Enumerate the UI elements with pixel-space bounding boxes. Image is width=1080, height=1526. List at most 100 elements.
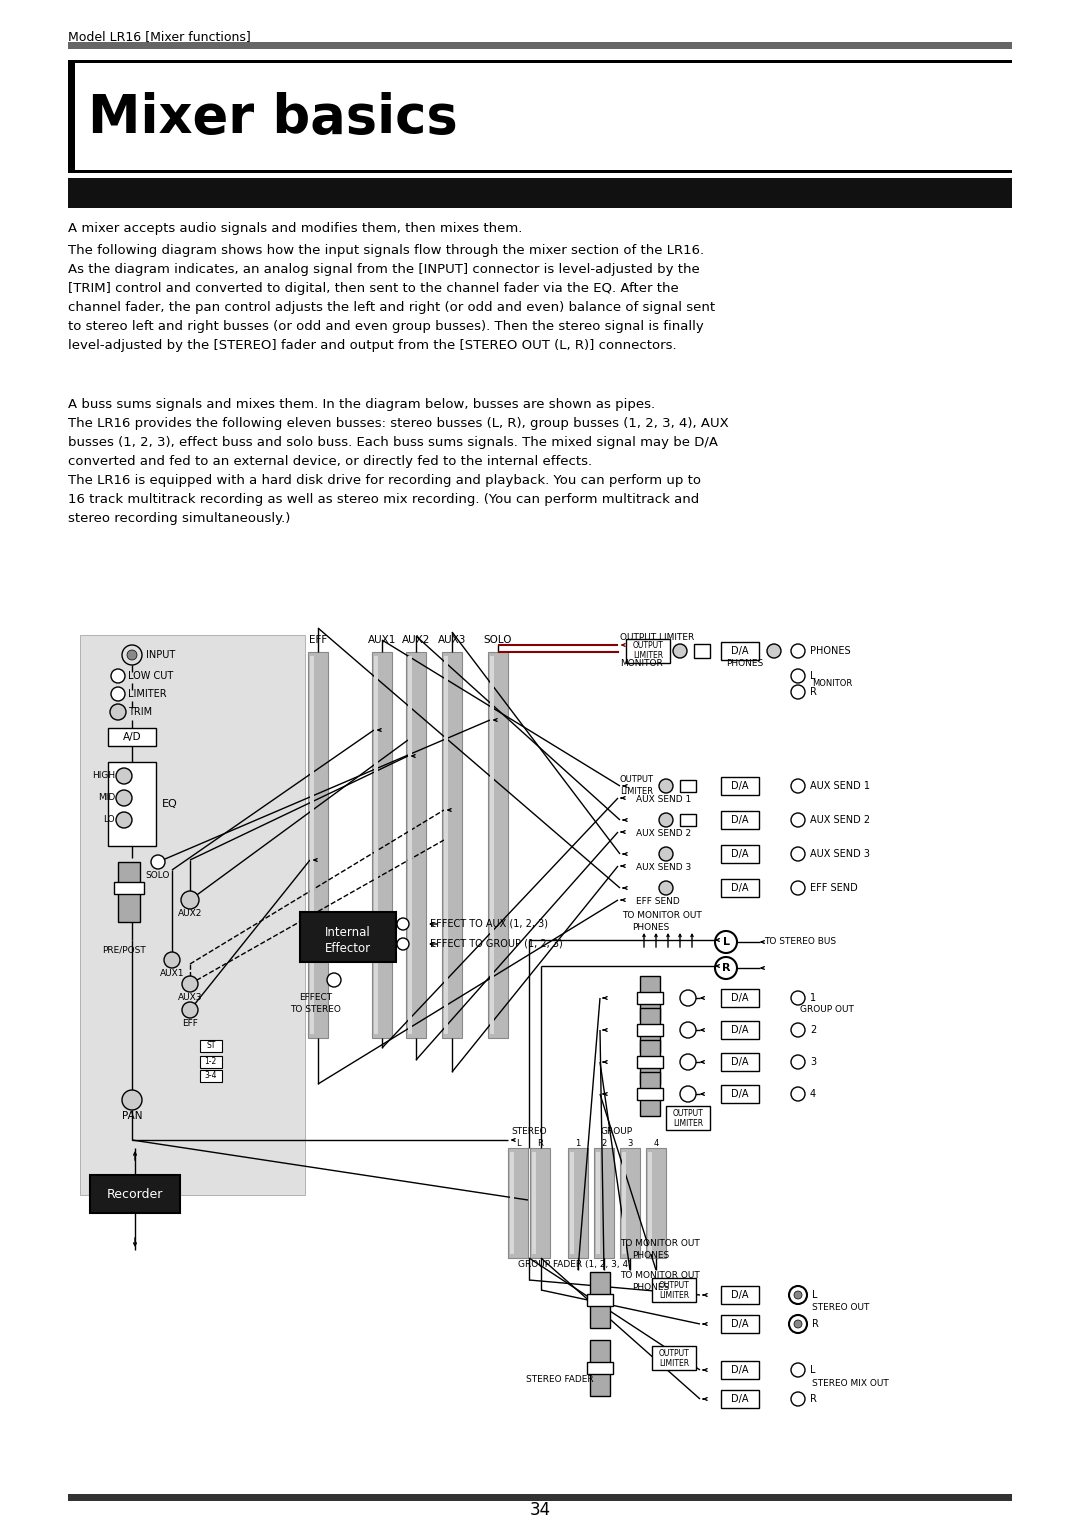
- Text: L: L: [810, 1364, 815, 1375]
- Bar: [68, 60, 1012, 63]
- Circle shape: [164, 952, 180, 967]
- Bar: [300, 913, 396, 961]
- Bar: [408, 656, 411, 1035]
- Text: A buss sums signals and mixes them. In the diagram below, busses are shown as pi: A buss sums signals and mixes them. In t…: [68, 398, 729, 525]
- Bar: [108, 761, 156, 845]
- Bar: [637, 1088, 663, 1100]
- Text: 3: 3: [810, 1058, 816, 1067]
- Text: R: R: [812, 1318, 819, 1329]
- Bar: [637, 1024, 663, 1036]
- Text: D/A: D/A: [731, 1025, 748, 1035]
- Text: AUX SEND 1: AUX SEND 1: [636, 795, 691, 804]
- Text: HIGH: HIGH: [92, 772, 114, 780]
- Bar: [200, 1070, 222, 1082]
- Text: TO STEREO: TO STEREO: [291, 1006, 341, 1015]
- Bar: [640, 1041, 660, 1083]
- Bar: [372, 652, 392, 1038]
- Bar: [108, 728, 156, 746]
- Text: LIMITER: LIMITER: [673, 1119, 703, 1128]
- Bar: [442, 652, 462, 1038]
- Bar: [721, 777, 759, 795]
- Circle shape: [794, 1291, 802, 1299]
- Bar: [640, 977, 660, 1019]
- Text: A/D: A/D: [123, 732, 141, 742]
- Text: LIMITER: LIMITER: [659, 1291, 689, 1300]
- Circle shape: [659, 778, 673, 794]
- Text: AUX3: AUX3: [437, 635, 467, 645]
- Circle shape: [327, 974, 341, 987]
- Text: TO MONITOR OUT: TO MONITOR OUT: [622, 911, 702, 920]
- Bar: [721, 879, 759, 897]
- Bar: [640, 1071, 660, 1116]
- Text: D/A: D/A: [731, 815, 748, 826]
- Bar: [406, 652, 426, 1038]
- Circle shape: [791, 1022, 805, 1038]
- Text: STEREO MIX OUT: STEREO MIX OUT: [812, 1378, 889, 1387]
- Text: MID: MID: [98, 794, 114, 803]
- Circle shape: [791, 685, 805, 699]
- Text: TO MONITOR OUT: TO MONITOR OUT: [620, 1239, 700, 1248]
- Text: AUX SEND 3: AUX SEND 3: [810, 848, 870, 859]
- Circle shape: [110, 703, 126, 720]
- Text: AUX1: AUX1: [160, 969, 185, 978]
- Circle shape: [111, 687, 125, 700]
- Text: 2: 2: [810, 1025, 816, 1035]
- Text: PHONES: PHONES: [632, 1283, 670, 1293]
- Circle shape: [767, 644, 781, 658]
- Bar: [570, 1152, 573, 1254]
- Bar: [637, 1056, 663, 1068]
- Circle shape: [183, 1003, 198, 1018]
- Text: Internal: Internal: [325, 926, 370, 940]
- Text: PHONES: PHONES: [632, 923, 670, 932]
- Text: R: R: [537, 1138, 543, 1148]
- Text: ST: ST: [206, 1042, 216, 1050]
- Circle shape: [673, 644, 687, 658]
- Bar: [721, 642, 759, 661]
- Text: LO: LO: [104, 815, 114, 824]
- Bar: [721, 810, 759, 829]
- Text: D/A: D/A: [731, 1058, 748, 1067]
- Bar: [721, 989, 759, 1007]
- Text: 2: 2: [602, 1138, 607, 1148]
- Bar: [200, 1041, 222, 1051]
- Bar: [200, 1056, 222, 1068]
- Bar: [510, 1152, 514, 1254]
- Circle shape: [791, 1087, 805, 1100]
- Text: 1: 1: [576, 1138, 581, 1148]
- Bar: [68, 43, 1012, 49]
- Circle shape: [680, 1054, 696, 1070]
- Text: AUX2: AUX2: [178, 909, 202, 919]
- Circle shape: [680, 990, 696, 1006]
- Bar: [721, 1085, 759, 1103]
- Text: EFF: EFF: [183, 1018, 198, 1027]
- Text: LIMITER: LIMITER: [129, 690, 166, 699]
- Text: STEREO FADER: STEREO FADER: [526, 1375, 594, 1384]
- Bar: [721, 1021, 759, 1039]
- Bar: [310, 656, 314, 1035]
- Bar: [721, 1390, 759, 1408]
- Text: Mixer basics: Mixer basics: [87, 92, 458, 143]
- Circle shape: [715, 957, 737, 980]
- Bar: [622, 1152, 626, 1254]
- Bar: [488, 652, 508, 1038]
- Bar: [68, 179, 1012, 208]
- Text: L: L: [812, 1289, 818, 1300]
- Text: 4: 4: [653, 1138, 659, 1148]
- Circle shape: [789, 1286, 807, 1305]
- Bar: [90, 1175, 180, 1213]
- Bar: [620, 1148, 640, 1257]
- Bar: [68, 60, 75, 169]
- Bar: [590, 1273, 610, 1328]
- Text: AUX SEND 2: AUX SEND 2: [810, 815, 870, 826]
- Circle shape: [397, 919, 409, 929]
- Bar: [80, 635, 305, 1195]
- Text: 34: 34: [529, 1502, 551, 1518]
- Circle shape: [397, 938, 409, 951]
- Text: 3-4: 3-4: [204, 1071, 216, 1080]
- Circle shape: [127, 650, 137, 661]
- Circle shape: [659, 847, 673, 861]
- Text: AUX1: AUX1: [368, 635, 396, 645]
- Circle shape: [791, 1363, 805, 1376]
- Text: OUTPUT: OUTPUT: [659, 1280, 689, 1289]
- Text: D/A: D/A: [731, 884, 748, 893]
